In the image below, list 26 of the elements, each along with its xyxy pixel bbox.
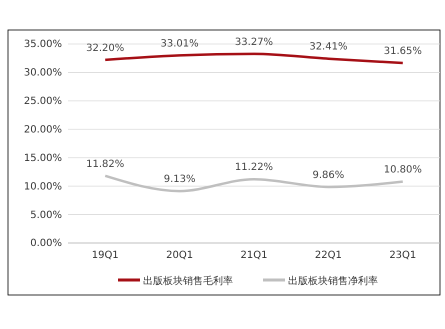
data-label: 32.41% (309, 42, 348, 53)
x-tick-label: 23Q1 (389, 250, 416, 262)
y-tick-label: 15.00% (24, 152, 62, 164)
data-label: 9.13% (164, 174, 196, 186)
legend-label: 出版板块销售净利率 (288, 275, 378, 287)
data-label: 9.86% (312, 170, 344, 181)
legend-label: 出版板块销售毛利率 (143, 275, 233, 287)
x-tick-label: 21Q1 (240, 250, 268, 262)
y-tick-label: 20.00% (24, 124, 62, 136)
y-tick-label: 10.00% (24, 181, 62, 192)
data-label: 10.80% (384, 164, 422, 176)
x-tick-label: 19Q1 (92, 250, 119, 262)
y-tick-label: 35.00% (24, 39, 62, 50)
y-tick-label: 30.00% (24, 68, 62, 79)
y-tick-label: 0.00% (30, 238, 62, 250)
data-label: 31.65% (384, 46, 422, 58)
y-tick-label: 25.00% (24, 96, 62, 108)
y-tick-label: 5.00% (30, 210, 62, 221)
line-series (104, 52, 404, 64)
data-label: 33.01% (160, 38, 199, 50)
x-tick-label: 20Q1 (166, 250, 194, 262)
data-label: 32.20% (86, 42, 124, 54)
x-tick-label: 22Q1 (314, 250, 342, 262)
data-label: 11.82% (86, 158, 124, 170)
data-label: 33.27% (234, 36, 274, 48)
data-label: 11.22% (234, 162, 274, 174)
